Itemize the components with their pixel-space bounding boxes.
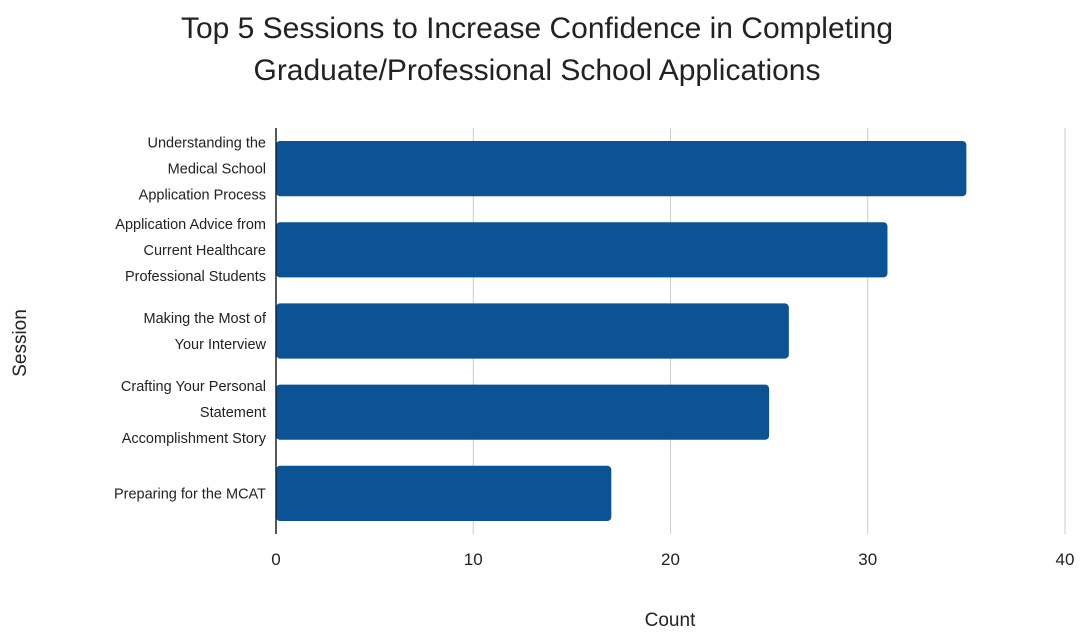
- category-label: Application Process: [139, 188, 266, 204]
- category-label: Your Interview: [175, 337, 267, 353]
- x-tick-label: 30: [858, 550, 877, 569]
- category-label: Understanding the: [148, 136, 267, 152]
- category-label: Application Advice from: [115, 217, 266, 233]
- x-tick-label: 40: [1056, 550, 1075, 569]
- x-tick-label: 0: [271, 550, 280, 569]
- bar: [276, 140, 967, 197]
- x-tick-labels: 0 10 20 30 40: [271, 550, 1074, 569]
- bars: [276, 140, 967, 522]
- bar: [276, 465, 612, 522]
- bar: [276, 384, 770, 440]
- category-label: Current Healthcare: [144, 243, 267, 259]
- category-label: Crafting Your Personal: [121, 379, 266, 395]
- category-label: Medical School: [168, 162, 266, 178]
- category-label: Statement: [200, 405, 266, 421]
- chart-title: Top 5 Sessions to Increase Confidence in…: [181, 12, 893, 87]
- y-axis-title: Session: [10, 309, 31, 377]
- chart-title-line-2: Graduate/Professional School Application…: [253, 54, 820, 87]
- category-label: Making the Most of: [144, 311, 267, 327]
- x-tick-label: 10: [464, 550, 483, 569]
- bar: [276, 303, 789, 359]
- x-tick-label: 20: [661, 550, 680, 569]
- category-label: Preparing for the MCAT: [114, 486, 266, 502]
- chart-title-line-1: Top 5 Sessions to Increase Confidence in…: [181, 12, 893, 45]
- x-axis-title: Count: [645, 610, 696, 631]
- category-label: Professional Students: [125, 269, 266, 285]
- category-labels: Understanding the Medical School Applicati…: [114, 136, 267, 503]
- category-label: Accomplishment Story: [122, 431, 267, 447]
- bar: [276, 222, 888, 278]
